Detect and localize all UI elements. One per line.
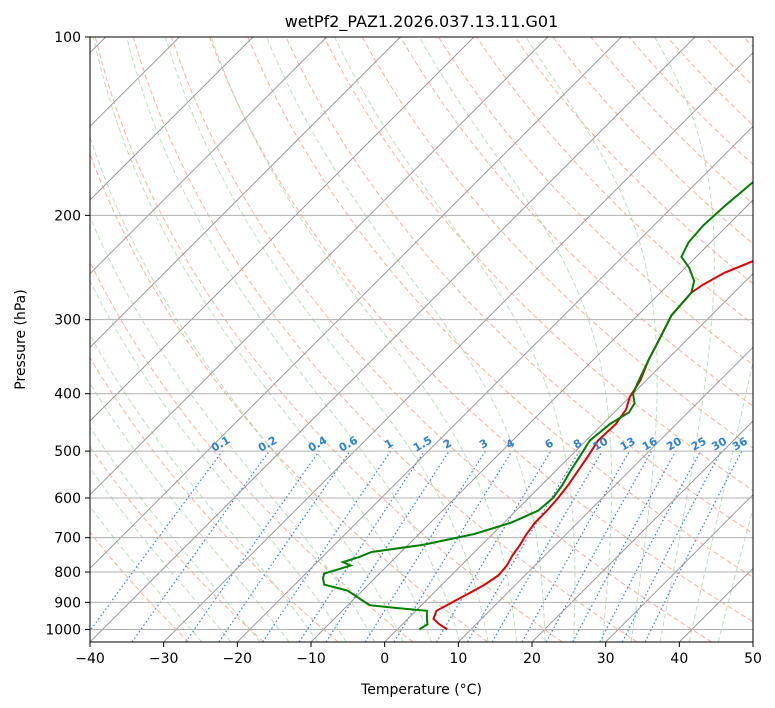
dry-adiabat-line [90, 531, 190, 642]
x-tick-label: −20 [223, 651, 253, 667]
isotherm-line [90, 37, 696, 642]
moist-adiabat-line [266, 37, 546, 642]
isotherm-line [90, 37, 328, 275]
dry-adiabat-line [247, 37, 753, 578]
isotherm-line [90, 37, 622, 570]
moist-adiabat-line [126, 37, 461, 642]
y-tick-label: 600 [54, 491, 81, 507]
chart-title: wetPf2_PAZ1.2026.037.13.11.G01 [285, 12, 559, 32]
mixing-ratio-lines [90, 450, 743, 642]
x-tick-label: 50 [744, 651, 762, 667]
x-tick-label: −10 [296, 651, 326, 667]
plot-frame [89, 36, 754, 643]
mixing-ratio-line [521, 450, 631, 642]
moist-adiabat-line [334, 37, 576, 642]
moist-adiabat-line [90, 135, 404, 642]
y-axis-title: Pressure (hPa) [13, 289, 29, 389]
dry-adiabat-line [514, 37, 753, 285]
x-tick-label: 20 [523, 651, 541, 667]
y-tick-label: 400 [54, 387, 81, 403]
dry-adiabat-line [132, 37, 638, 642]
isotherm-line [531, 420, 753, 642]
dry-adiabat-line [171, 37, 712, 642]
moist-adiabat-line [717, 506, 753, 642]
moist-adiabat-line [210, 37, 517, 642]
profiles [321, 180, 753, 631]
moist-adiabat-line [525, 37, 658, 642]
y-tick-label: 700 [54, 531, 81, 547]
mixing-ratio-line [325, 450, 450, 642]
isotherm-line [457, 346, 753, 642]
isotherm-line [384, 272, 753, 642]
y-tick-label: 300 [54, 313, 81, 329]
dry-adiabat-line [285, 37, 753, 535]
mixing-ratio-line [572, 450, 677, 642]
isotherm-line [236, 125, 753, 642]
y-tick-label: 200 [54, 208, 81, 224]
moist-adiabat-line [654, 37, 715, 642]
x-tick-label: 40 [670, 651, 688, 667]
dry-adiabat-line [399, 37, 753, 407]
isotherm-line [163, 51, 753, 642]
moist-adiabat-line [418, 37, 613, 642]
moist-adiabat-line [90, 467, 232, 642]
moist-adiabat-line [90, 215, 376, 642]
y-axis: 100 200 300 400 500 600 700 800 900 1000 [45, 30, 90, 638]
moist-adiabat-line [90, 382, 290, 642]
mixing-ratio-line [644, 450, 743, 642]
x-tick-label: 30 [597, 651, 615, 667]
isotherms [90, 37, 753, 642]
x-tick-label: −40 [75, 651, 105, 667]
mixing-ratio-line [393, 450, 513, 642]
moist-adiabat-line [92, 37, 432, 642]
y-tick-label: 500 [54, 444, 81, 460]
y-tick-label: 100 [54, 30, 81, 46]
isotherm-line [90, 37, 549, 496]
dry-adiabat-line [437, 37, 753, 366]
mixing-ratio-line [185, 450, 320, 642]
x-tick-label: −30 [149, 651, 179, 667]
isotherm-line [90, 37, 475, 422]
x-tick-label: 10 [449, 651, 467, 667]
dry-adiabat-line [90, 152, 488, 642]
mixing-ratio-line [131, 450, 270, 642]
dry-adiabat-line [90, 446, 264, 642]
x-axis-title: Temperature (°C) [360, 682, 482, 698]
dry-adiabats [90, 37, 753, 642]
mixing-ratio-line [218, 450, 351, 642]
isotherm-line [90, 37, 254, 201]
dry-adiabat-line [94, 37, 563, 642]
plot-area [90, 37, 753, 642]
isotherm-line [90, 37, 401, 349]
mixing-ratio-line [545, 450, 653, 642]
dry-adiabat-line [209, 37, 753, 623]
y-tick-label: 900 [54, 595, 81, 611]
x-axis: −40 −30 −20 −10 0 10 20 30 40 50 [75, 642, 762, 667]
mixing-ratio-line [90, 450, 223, 632]
moist-adiabat-line [164, 37, 489, 642]
dry-adiabat-line [323, 37, 753, 491]
moist-adiabat-line [688, 358, 753, 642]
moist-adiabat-line [90, 426, 261, 642]
mixing-ratio-line [262, 450, 392, 642]
y-tick-label: 800 [54, 565, 81, 581]
mixing-ratio-line [298, 450, 425, 642]
temperature-profile-line [432, 260, 753, 631]
x-tick-label: 0 [380, 651, 389, 667]
pressure-gridlines [90, 37, 753, 630]
dewpoint-profile-line [321, 180, 753, 631]
y-tick-label: 1000 [45, 622, 81, 638]
dry-adiabat-line [90, 356, 339, 642]
dry-adiabat-line [361, 37, 753, 449]
moist-adiabat-line [90, 334, 319, 642]
isotherm-line [605, 493, 753, 642]
isotherm-line [310, 199, 753, 642]
